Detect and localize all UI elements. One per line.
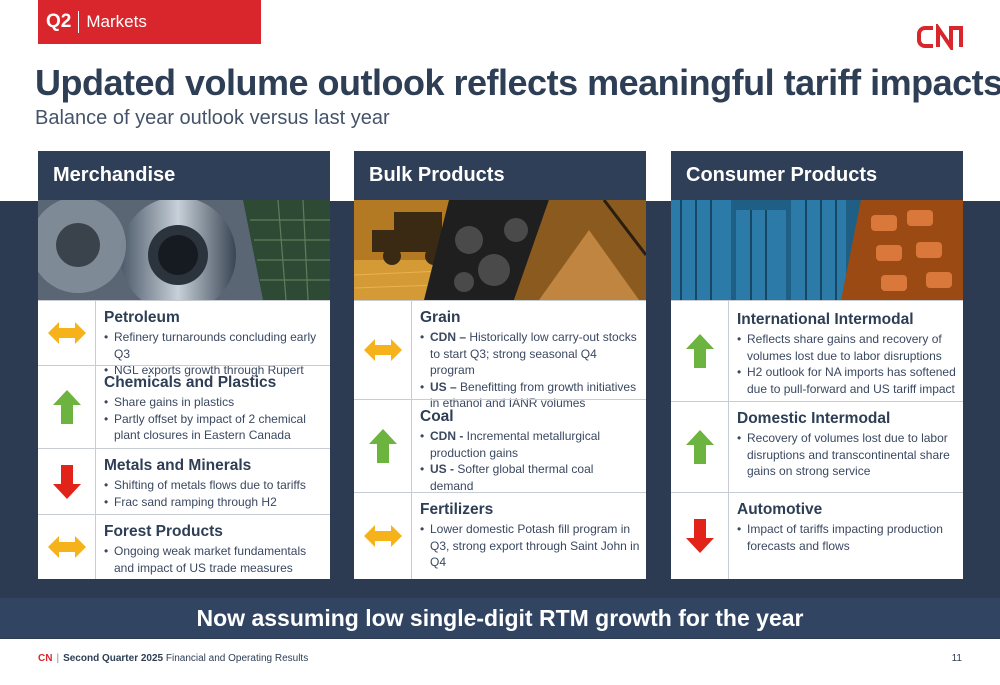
page-subtitle: Balance of year outlook versus last year: [35, 107, 390, 129]
consumer-products-photo: [671, 200, 963, 300]
row-title: Metals and Minerals: [104, 457, 252, 474]
bullet: Frac sand ramping through H2: [104, 494, 324, 511]
row-title: Automotive: [737, 501, 823, 518]
bullet: NGL exports growth through Rupert: [104, 362, 324, 379]
summary-text: Now assuming low single-digit RTM growth…: [196, 604, 804, 631]
quarter-label: Q2: [46, 11, 72, 32]
list-item: Grain CDN – Historically low carry-out s…: [354, 300, 646, 410]
bullet: Share gains in plastics: [104, 394, 324, 411]
bullet: Refinery turnarounds concluding early Q3: [104, 329, 324, 362]
footer: CN | Second Quarter 2025 Financial and Ope…: [38, 653, 308, 664]
list-item: Metals and Minerals Shifting of metals f…: [38, 448, 330, 514]
sideways-arrow-icon: [47, 536, 86, 558]
row-title: Petroleum: [104, 309, 180, 326]
merchandise-card: Merchandise Petroleum Refinery turnaroun…: [38, 151, 330, 579]
sideways-arrow-icon: [363, 339, 402, 361]
bullet: CDN - Incremental metallurgical producti…: [420, 428, 640, 461]
footer-brand: CN: [38, 653, 53, 664]
bullet: Shifting of metals flows due to tariffs: [104, 477, 324, 494]
bullet: H2 outlook for NA imports has softened d…: [737, 364, 957, 397]
up-arrow-icon: [685, 334, 714, 368]
bulk-products-header: Bulk Products: [354, 151, 646, 200]
row-title: Grain: [420, 309, 461, 326]
row-title: Coal: [420, 408, 454, 425]
bullet: Impact of tariffs impacting production f…: [737, 521, 957, 554]
tag-divider: [78, 11, 80, 33]
bullet: Lower domestic Potash fill program in Q3…: [420, 521, 640, 571]
down-arrow-icon: [685, 519, 714, 553]
list-item: Forest Products Ongoing weak market fund…: [38, 514, 330, 579]
bullet: Recovery of volumes lost due to labor di…: [737, 430, 957, 480]
row-title: Domestic Intermodal: [737, 410, 891, 427]
up-arrow-icon: [52, 390, 81, 424]
list-item: Coal CDN - Incremental metallurgical pro…: [354, 399, 646, 494]
sideways-arrow-icon: [47, 322, 86, 344]
list-item: Automotive Impact of tariffs impacting p…: [671, 492, 963, 579]
merchandise-header: Merchandise: [38, 151, 330, 200]
bulk-products-card: Bulk Products Grain CDN – Historically l…: [354, 151, 646, 579]
summary-banner: Now assuming low single-digit RTM growth…: [0, 598, 1000, 638]
row-title: International Intermodal: [737, 311, 914, 328]
page-number: 11: [951, 653, 962, 664]
list-item: Domestic Intermodal Recovery of volumes …: [671, 401, 963, 492]
bullet: US - Softer global thermal coal demand: [420, 461, 640, 494]
sideways-arrow-icon: [363, 525, 402, 547]
footer-divider: |: [56, 653, 60, 664]
section-tag: Q2 Markets: [38, 0, 261, 44]
bulk-products-photo: [354, 200, 646, 300]
footer-doc-bold: Second Quarter 2025: [63, 653, 164, 664]
section-label: Markets: [86, 12, 147, 31]
up-arrow-icon: [685, 430, 714, 464]
up-arrow-icon: [368, 429, 397, 463]
bullet: CDN – Historically low carry-out stocks …: [420, 329, 640, 379]
consumer-products-card: Consumer Products International Intermod…: [671, 151, 963, 579]
down-arrow-icon: [52, 464, 81, 499]
list-item: Fertilizers Lower domestic Potash fill p…: [354, 492, 646, 579]
bullet: Reflects share gains and recovery of vol…: [737, 331, 957, 364]
page-title: Updated volume outlook reflects meaningf…: [35, 62, 1000, 103]
bullet: Partly offset by impact of 2 chemical pl…: [104, 411, 324, 444]
bullet: Ongoing weak market fundamentals and imp…: [104, 543, 324, 576]
list-item: Petroleum Refinery turnarounds concludin…: [38, 300, 330, 378]
row-title: Chemicals and Plastics: [104, 374, 277, 391]
row-title: Fertilizers: [420, 501, 494, 518]
row-title: Forest Products: [104, 523, 223, 540]
cn-logo: [917, 24, 963, 50]
consumer-products-header: Consumer Products: [671, 151, 963, 200]
merchandise-photo: [38, 200, 330, 300]
list-item: International Intermodal Reflects share …: [671, 300, 963, 401]
list-item: Chemicals and Plastics Share gains in pl…: [38, 365, 330, 448]
footer-doc-rest: Financial and Operating Results: [163, 653, 309, 664]
